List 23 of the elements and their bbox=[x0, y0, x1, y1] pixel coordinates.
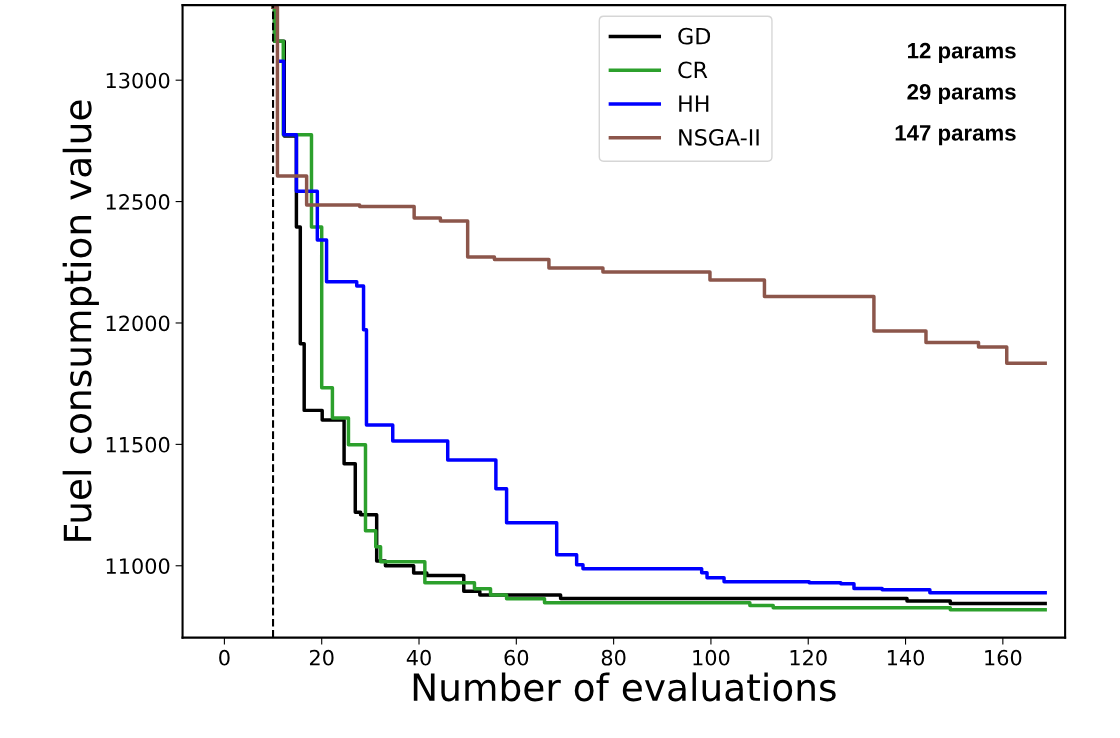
legend-label: HH bbox=[679, 95, 709, 112]
x-tick-label: 160 bbox=[985, 649, 1022, 666]
y-tick-label: 11000 bbox=[106, 558, 170, 574]
x-tick-label: 20 bbox=[309, 649, 334, 666]
annotation: 29 params bbox=[907, 83, 1016, 105]
legend-label: NSGA-II bbox=[679, 128, 759, 146]
y-tick-label: 13000 bbox=[106, 72, 170, 89]
legend-label: GD bbox=[678, 27, 711, 45]
x-tick-label: 40 bbox=[406, 649, 431, 666]
annotation: 12 params bbox=[908, 42, 1016, 63]
y-tick-label: 12500 bbox=[106, 194, 170, 210]
x-tick-label: 120 bbox=[790, 649, 827, 666]
y-tick-label: 11500 bbox=[106, 436, 170, 453]
x-tick-label: 60 bbox=[504, 649, 529, 666]
x-tick-label: 100 bbox=[693, 649, 730, 666]
annotation: 147 params bbox=[895, 125, 1016, 146]
x-tick-label: 0 bbox=[219, 649, 230, 666]
x-tick-label: 80 bbox=[601, 649, 626, 666]
y-tick-label: 12000 bbox=[106, 315, 170, 332]
legend-label: CR bbox=[678, 61, 708, 79]
x-axis-title: Number of evaluations bbox=[413, 672, 836, 702]
y-axis-title: Fuel consumption value bbox=[62, 100, 99, 541]
x-tick-label: 140 bbox=[887, 649, 925, 666]
